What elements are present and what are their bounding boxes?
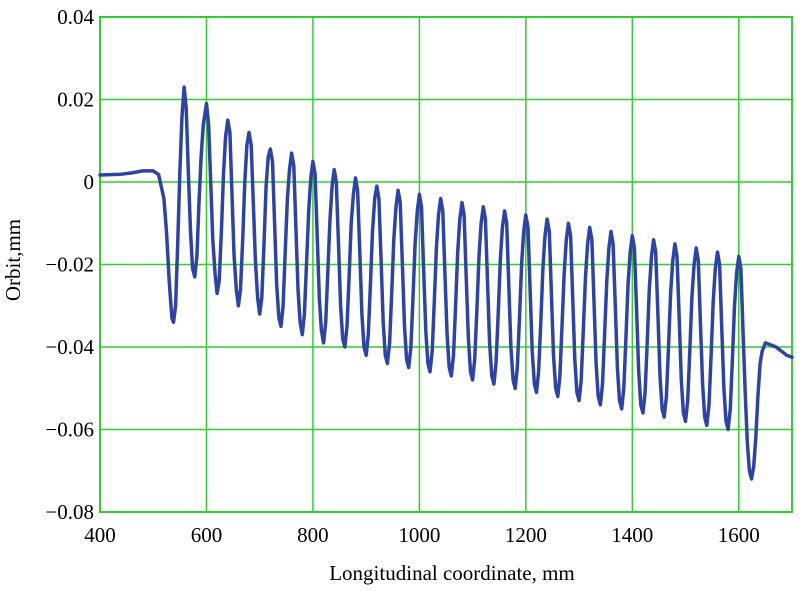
x-tick-label: 400: [84, 523, 116, 547]
y-tick-label: 0.02: [57, 88, 94, 112]
x-tick-label: 1600: [718, 523, 760, 547]
x-axis-title: Longitudinal coordinate, mm: [329, 561, 575, 585]
x-tick-label: 800: [297, 523, 329, 547]
orbit-series-line: [98, 85, 794, 481]
x-tick-labels: 400 600 800 1000 1200 1400 1600: [84, 523, 760, 547]
y-tick-label: −0.02: [45, 253, 94, 277]
series-layer: [98, 85, 794, 481]
y-tick-label: 0: [84, 170, 95, 194]
plot-frame: [99, 16, 793, 513]
x-tick-label: 1400: [611, 523, 653, 547]
x-tick-label: 1200: [505, 523, 547, 547]
y-tick-label: −0.06: [45, 418, 94, 442]
y-tick-label: −0.04: [45, 335, 94, 359]
y-tick-labels: 0.04 0.02 0 −0.02 −0.04 −0.06 −0.08: [45, 5, 94, 524]
y-tick-label: 0.04: [57, 5, 94, 29]
x-tick-label: 1000: [398, 523, 440, 547]
y-tick-label: −0.08: [45, 500, 94, 524]
y-axis-title: Orbit,mm: [1, 219, 25, 301]
x-tick-label: 600: [191, 523, 223, 547]
